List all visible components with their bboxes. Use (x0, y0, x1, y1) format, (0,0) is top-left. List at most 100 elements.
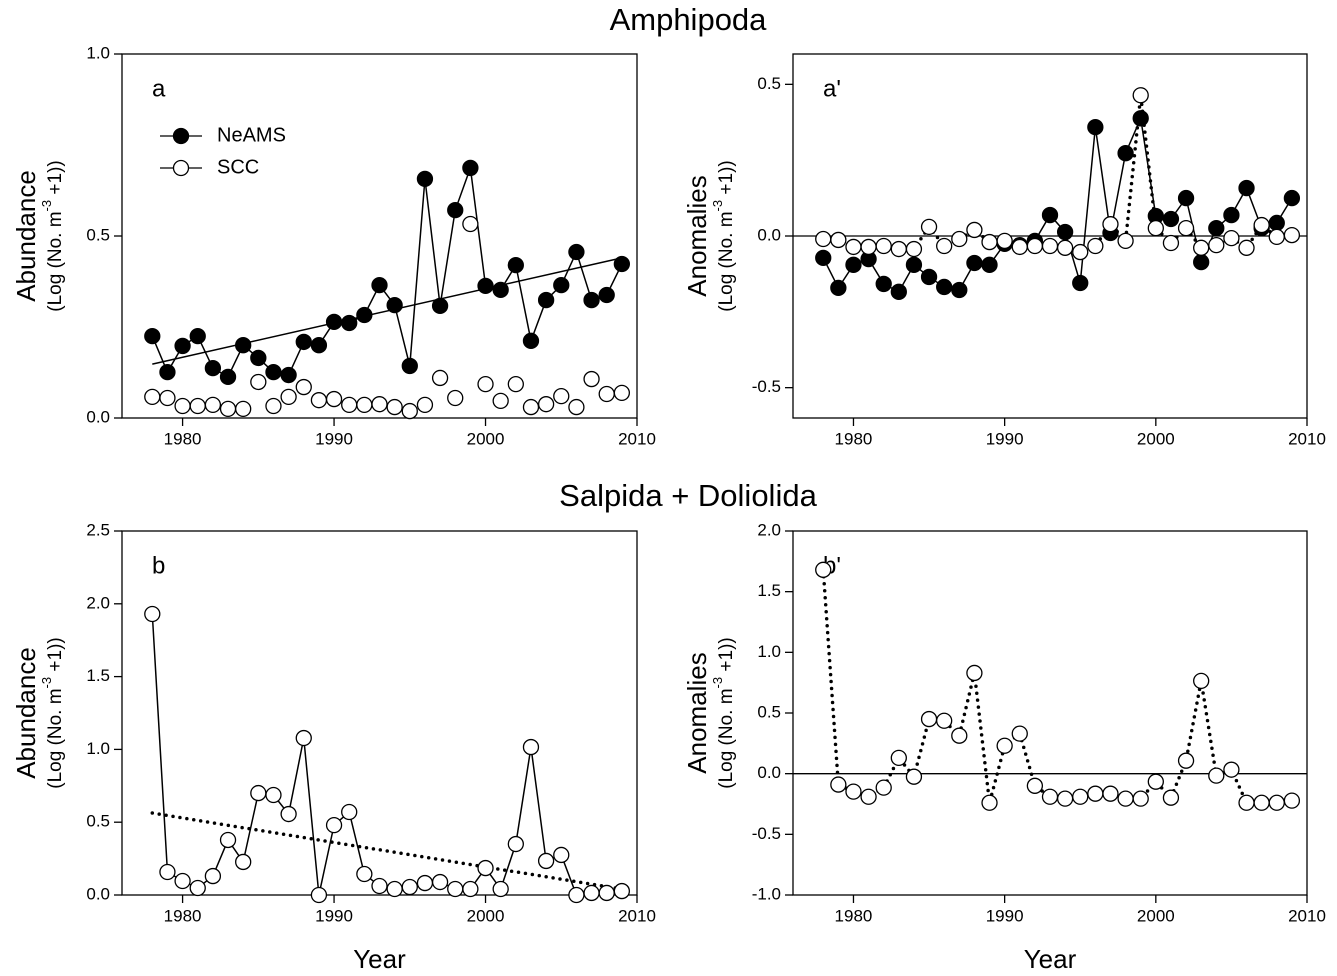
unit-text: +1)) (45, 637, 66, 677)
data-point (1283, 792, 1301, 809)
panel: 0.0 0.5 1.0 1.5 2.0 2.5 1980 1990 2000 2010 Abunda… (11, 520, 656, 973)
data-point (1117, 145, 1134, 162)
data-point (845, 238, 862, 256)
data-point (996, 232, 1013, 250)
data-point (250, 784, 267, 802)
x-tick-label: 1990 (986, 906, 1024, 925)
x-tick-label: 1990 (315, 906, 353, 925)
data-point (1223, 206, 1240, 224)
data-point (386, 398, 403, 416)
data-point (1132, 790, 1149, 807)
data-point (1268, 228, 1285, 246)
data-point (890, 283, 907, 300)
data-point (295, 333, 312, 351)
data-point (1223, 229, 1240, 247)
y-axis-unit: (Log (No. m-3 +1)) (710, 637, 737, 788)
data-point (845, 256, 862, 273)
data-point (371, 877, 388, 895)
y-tick-label: 2.0 (86, 593, 110, 612)
data-point (905, 256, 923, 273)
y-tick-label: 0.5 (757, 702, 781, 721)
data-point (613, 882, 631, 900)
y-tick-label: 1.5 (757, 581, 781, 600)
x-axis-label: Year (353, 944, 406, 974)
legend-label: SCC (217, 156, 259, 178)
data-point (845, 783, 862, 800)
y-tick-label: -0.5 (752, 377, 781, 396)
data-point (815, 249, 832, 266)
data-point (936, 237, 953, 255)
x-tick-label: 1980 (164, 906, 202, 925)
data-point (830, 279, 847, 297)
data-point (920, 218, 938, 236)
data-point (890, 749, 907, 767)
y-axis-label: Abundance (11, 170, 41, 302)
data-point (492, 281, 509, 299)
data-point (553, 388, 570, 405)
unit-superscript: -3 (710, 200, 725, 212)
unit-superscript: -3 (39, 677, 54, 689)
data-point (553, 276, 570, 294)
x-tick-label: 1980 (835, 429, 873, 448)
data-point (1208, 236, 1225, 254)
data-point (1162, 789, 1180, 806)
data-point (219, 831, 237, 849)
data-point (1102, 785, 1119, 802)
data-point (1268, 214, 1285, 232)
data-point (341, 803, 358, 821)
data-point (416, 874, 434, 892)
data-point (1132, 110, 1149, 127)
panel-label: a' (823, 75, 841, 102)
data-point (310, 337, 328, 354)
data-point (477, 277, 494, 295)
data-point (204, 867, 222, 885)
data-point (507, 375, 524, 393)
data-point (553, 846, 570, 864)
data-point (598, 286, 615, 304)
unit-text: +1)) (716, 160, 737, 200)
data-point (981, 794, 998, 811)
unit-superscript: -3 (710, 677, 725, 689)
data-point (613, 255, 631, 273)
data-point (537, 396, 555, 413)
data-point (250, 373, 267, 391)
data-point (295, 729, 312, 747)
data-point (401, 357, 418, 375)
unit-text: (Log (No. m (45, 688, 66, 788)
unit-text: (Log (No. m (716, 688, 737, 788)
data-point (416, 396, 434, 414)
data-point (583, 291, 600, 309)
panel-label: a (152, 75, 166, 102)
data-point (1268, 794, 1285, 811)
legend-marker (172, 159, 190, 177)
data-point (1253, 216, 1270, 234)
data-point (1147, 219, 1164, 237)
data-point (875, 779, 892, 796)
data-point (1087, 785, 1104, 802)
data-point (875, 237, 892, 255)
series-line (821, 568, 1294, 805)
data-point (295, 378, 312, 396)
data-point (310, 392, 328, 409)
x-tick-label: 1980 (164, 429, 202, 448)
plot-frame (792, 530, 1308, 896)
y-axis-label: Abundance (11, 647, 41, 779)
data-point (1177, 219, 1195, 237)
data-point (325, 390, 343, 408)
data-point (144, 327, 161, 345)
data-point (265, 397, 282, 415)
data-point (1253, 794, 1270, 811)
data-point (265, 363, 282, 381)
data-point (815, 230, 832, 248)
data-point (860, 238, 877, 256)
y-tick-label: -1.0 (752, 884, 781, 903)
data-point (492, 880, 509, 898)
y-tick-label: 1.5 (86, 666, 110, 685)
data-point (1162, 234, 1180, 252)
data-point (1238, 239, 1255, 256)
data-point (431, 369, 449, 387)
panel: -1.0 -0.5 0.0 0.5 1.0 1.5 2.0 1980 1990 2000 2010 A… (682, 520, 1326, 973)
unit-text: (Log (No. m (45, 211, 66, 311)
series-line (151, 167, 623, 378)
data-point (1072, 274, 1089, 292)
